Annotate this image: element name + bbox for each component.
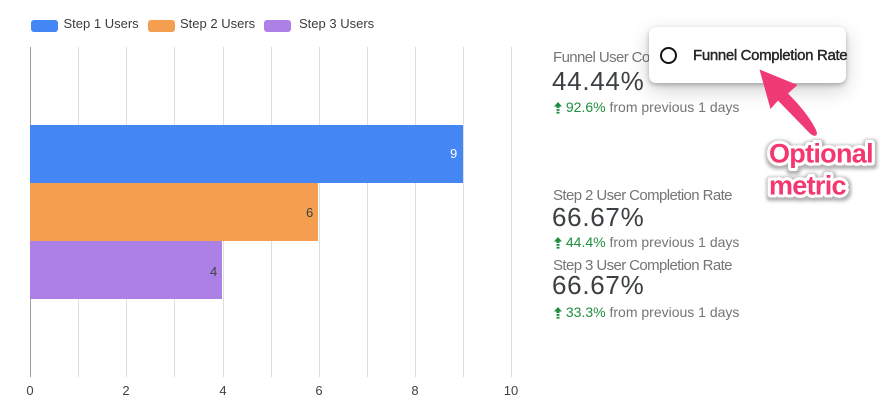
svg-text:metric: metric xyxy=(769,171,847,201)
svg-text:metric: metric xyxy=(769,171,847,201)
svg-text:Optional: Optional xyxy=(769,139,873,169)
